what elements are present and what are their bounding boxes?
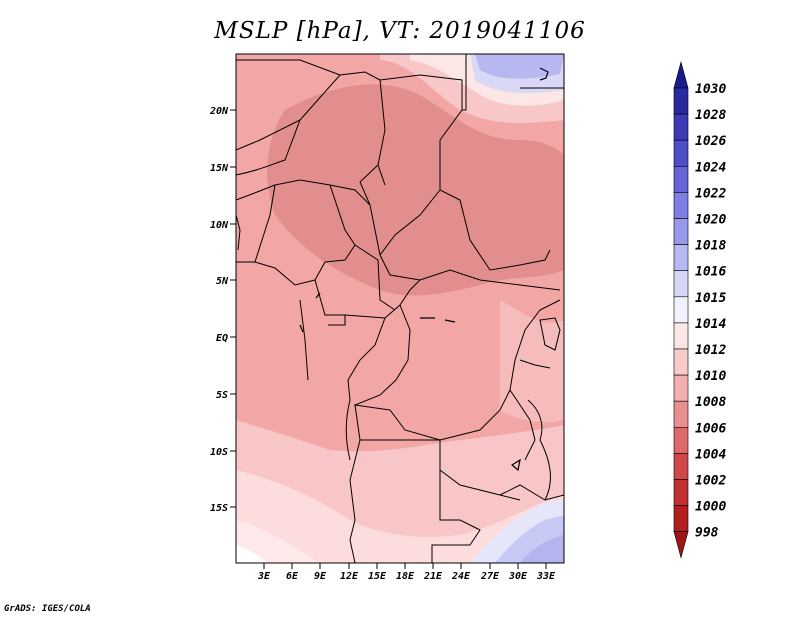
colorbar-swatch <box>673 192 689 219</box>
colorbar-swatch <box>673 322 689 350</box>
map-title: MSLP [hPa], VT: 2019041106 <box>214 18 586 44</box>
lon-label: 24E <box>451 571 471 582</box>
colorbar-label: 1014 <box>695 317 726 332</box>
colorbar-swatch <box>673 505 689 533</box>
lat-label: EQ <box>216 333 228 344</box>
lon-label: 6E <box>286 571 299 582</box>
lat-label: 15N <box>210 163 229 174</box>
colorbar-label: 1000 <box>695 500 726 515</box>
colorbar-label: 1022 <box>695 186 726 201</box>
colorbar-label: 1015 <box>695 291 726 306</box>
lon-label: 18E <box>396 571 415 582</box>
lat-labels: 20N 15N 10N 5N EQ 5S 10S 15S <box>209 106 229 514</box>
lon-labels: 3E 6E 9E 12E 15E 18E 21E 24E 27E 30E 33E <box>257 571 556 582</box>
lat-label: 20N <box>209 106 229 117</box>
colorbar-label: 1018 <box>695 239 726 254</box>
colorbar-label: 1030 <box>695 82 726 97</box>
colorbar-swatch <box>673 87 689 115</box>
colorbar-label: 998 <box>695 526 719 541</box>
colorbar-label: 1008 <box>695 395 726 410</box>
lat-label: 5S <box>216 390 228 401</box>
colorbar-label: 1028 <box>695 108 726 123</box>
country-borders <box>235 54 565 564</box>
lon-label: 21E <box>423 571 443 582</box>
colorbar-swatch <box>673 453 689 480</box>
colorbar-swatch <box>673 479 689 506</box>
colorbar-swatch <box>673 244 689 272</box>
colorbar-label: 1020 <box>695 213 726 228</box>
lon-label: 15E <box>368 571 387 582</box>
lon-label: 27E <box>480 571 500 582</box>
lat-label: 10N <box>210 220 229 231</box>
lat-label: 5N <box>216 276 229 287</box>
lon-label: 12E <box>340 571 359 582</box>
colorbar-label: 1026 <box>695 134 726 149</box>
lon-label: 30E <box>508 571 528 582</box>
colorbar-label: 1006 <box>695 421 726 436</box>
colorbar-swatch <box>673 400 689 428</box>
coastline-details <box>299 67 549 472</box>
pressure-field <box>236 54 564 563</box>
colorbar-label: 1002 <box>695 474 726 489</box>
colorbar-label: 1004 <box>695 447 726 462</box>
grads-credit: GrADS: IGES/COLA <box>4 604 91 614</box>
colorbar-label: 1010 <box>695 369 726 384</box>
colorbar-swatch <box>673 426 689 454</box>
lat-label: 15S <box>210 503 228 514</box>
lon-label: 9E <box>314 571 327 582</box>
colorbar-swatch <box>673 296 689 324</box>
lat-label: 10S <box>210 447 228 458</box>
colorbar-label: 1024 <box>695 160 726 175</box>
colorbar-swatch <box>673 218 689 245</box>
colorbar-swatch <box>673 166 689 193</box>
colorbar-swatch <box>673 270 689 298</box>
colorbar-arrow-top <box>673 60 689 89</box>
colorbar-swatch <box>673 113 689 141</box>
colorbar-arrow-bottom <box>673 531 689 559</box>
axis-ticks <box>230 109 547 569</box>
lon-label: 3E <box>257 571 271 582</box>
colorbar: 1030 1028 1026 1024 1022 1020 1018 1016 1015 1014… <box>673 60 726 559</box>
lon-label: 33E <box>536 571 556 582</box>
map-frame <box>235 53 565 564</box>
colorbar-label: 1012 <box>695 343 726 358</box>
colorbar-swatch <box>673 374 689 402</box>
colorbar-swatch <box>673 348 689 376</box>
colorbar-swatch <box>673 139 689 167</box>
colorbar-label: 1016 <box>695 265 726 280</box>
